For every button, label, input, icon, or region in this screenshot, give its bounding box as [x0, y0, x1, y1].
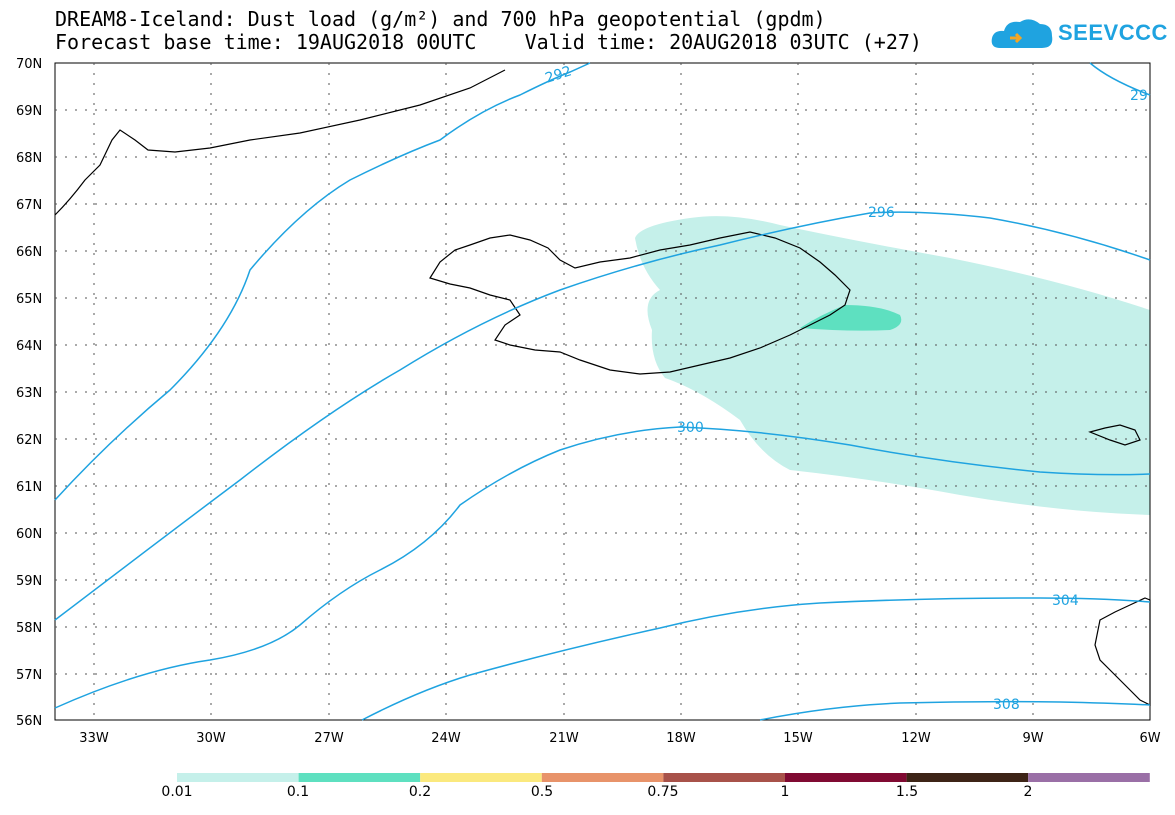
dust-area-light	[635, 216, 1150, 515]
gridlines	[55, 63, 1150, 720]
lon-labels: 33W 30W 27W 24W 21W 18W 15W 12W 9W 6W	[79, 731, 1160, 746]
contour-300	[54, 426, 1151, 709]
lat-label: 68N	[16, 151, 42, 166]
colorbar-label: 0.01	[161, 784, 193, 800]
lat-label: 62N	[16, 433, 42, 448]
lat-label: 64N	[16, 339, 42, 354]
colorbar-label: 1.5	[895, 784, 919, 800]
greenland-coast	[54, 69, 506, 216]
faroe-coast	[1088, 424, 1141, 446]
colorbar-label: 0.2	[408, 784, 432, 800]
colorbar-label: 0.5	[530, 784, 554, 800]
colorbar-swatch	[177, 773, 299, 782]
lat-label: 59N	[16, 574, 42, 589]
lat-label: 65N	[16, 292, 42, 307]
forecast-time-line: Forecast base time: 19AUG2018 00UTC Vali…	[55, 30, 922, 54]
lat-label: 61N	[16, 480, 42, 495]
colorbar-label: 0.1	[286, 784, 310, 800]
lon-label: 24W	[431, 731, 461, 746]
lon-label: 9W	[1022, 731, 1043, 746]
lat-label: 57N	[16, 668, 42, 683]
contour-304	[361, 597, 1151, 721]
colorbar-label: 1	[780, 784, 790, 800]
colorbar-swatch	[541, 773, 664, 782]
iceland-coast	[429, 231, 851, 375]
lon-label: 15W	[783, 731, 813, 746]
lon-label: 33W	[79, 731, 109, 746]
geopotential-contours	[54, 62, 1151, 721]
contour-label: 304	[1052, 593, 1079, 609]
contour-label: 296	[868, 205, 895, 221]
cloud-icon	[991, 19, 1053, 48]
lat-label: 66N	[16, 245, 42, 260]
lat-label: 60N	[16, 527, 42, 542]
lon-label: 21W	[549, 731, 579, 746]
contour-292	[54, 62, 591, 501]
colorbar-swatch	[906, 773, 1029, 782]
lon-label: 18W	[666, 731, 696, 746]
contour-label: 29	[1130, 88, 1148, 104]
colorbar-swatch	[420, 773, 542, 782]
colorbar-swatch	[663, 773, 785, 782]
dust-area-medium	[800, 305, 902, 331]
lat-label: 56N	[16, 714, 42, 729]
lon-label: 12W	[901, 731, 931, 746]
colorbar-swatch	[785, 773, 907, 782]
map-title: DREAM8-Iceland: Dust load (g/m²) and 700…	[55, 7, 826, 31]
colorbar-swatch	[1028, 773, 1150, 782]
lon-label: 30W	[196, 731, 226, 746]
contour-296	[54, 211, 1151, 621]
lat-label: 58N	[16, 621, 42, 636]
lat-label: 67N	[16, 198, 42, 213]
contour-label: 300	[677, 420, 704, 436]
lon-label: 27W	[314, 731, 344, 746]
lat-label: 70N	[16, 57, 42, 72]
colorbar	[177, 773, 1150, 782]
lat-labels: 70N 69N 68N 67N 66N 65N 64N 63N 62N 61N …	[16, 57, 42, 729]
contour-label: 292	[543, 63, 573, 86]
colorbar-swatch	[298, 773, 421, 782]
contour-292-right	[1089, 62, 1151, 96]
logo-text: SEEVCCC	[1058, 20, 1168, 45]
colorbar-label: 0.75	[647, 784, 679, 800]
lon-label: 6W	[1139, 731, 1160, 746]
lat-label: 69N	[16, 104, 42, 119]
scotland-coast	[1094, 597, 1151, 706]
contour-308	[759, 700, 1151, 721]
contour-labels: 292 29 296 300 304 308	[543, 63, 1148, 713]
lat-label: 63N	[16, 386, 42, 401]
coastlines	[54, 69, 1151, 706]
contour-label: 308	[993, 697, 1020, 713]
colorbar-label: 2	[1023, 784, 1033, 800]
